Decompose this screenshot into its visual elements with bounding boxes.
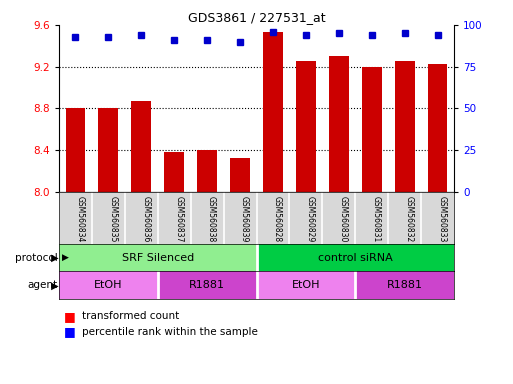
- Bar: [362, 67, 382, 192]
- Bar: [66, 108, 85, 192]
- Bar: [428, 64, 447, 192]
- Text: GSM560838: GSM560838: [207, 195, 216, 242]
- Text: GSM560834: GSM560834: [75, 195, 85, 242]
- Text: ▶: ▶: [48, 253, 58, 263]
- Bar: [164, 152, 184, 192]
- Text: percentile rank within the sample: percentile rank within the sample: [82, 327, 258, 337]
- Text: EtOH: EtOH: [291, 280, 320, 290]
- Bar: [59, 244, 256, 271]
- Text: R1881: R1881: [387, 280, 423, 290]
- Text: transformed count: transformed count: [82, 311, 180, 321]
- Text: GSM560837: GSM560837: [174, 195, 183, 242]
- Bar: [131, 101, 151, 192]
- Text: ■: ■: [64, 325, 76, 338]
- Bar: [59, 271, 158, 299]
- Text: GSM560828: GSM560828: [273, 195, 282, 242]
- Bar: [158, 271, 256, 299]
- Text: control siRNA: control siRNA: [318, 253, 392, 263]
- Text: GSM560836: GSM560836: [141, 195, 150, 242]
- Text: R1881: R1881: [189, 280, 225, 290]
- Bar: [256, 244, 454, 271]
- Text: GSM560829: GSM560829: [306, 195, 315, 242]
- Text: GSM560832: GSM560832: [405, 195, 413, 242]
- Text: GSM560839: GSM560839: [240, 195, 249, 242]
- Text: ▶: ▶: [48, 280, 58, 290]
- Text: EtOH: EtOH: [94, 280, 123, 290]
- Text: GSM560830: GSM560830: [339, 195, 348, 242]
- Bar: [256, 271, 355, 299]
- Bar: [263, 32, 283, 192]
- Text: GSM560831: GSM560831: [372, 195, 381, 242]
- Bar: [329, 56, 349, 192]
- Text: protocol: protocol: [15, 253, 57, 263]
- Text: ■: ■: [64, 310, 76, 323]
- Bar: [197, 150, 217, 192]
- Text: GSM560833: GSM560833: [438, 195, 446, 242]
- Bar: [230, 157, 250, 192]
- Text: SRF Silenced: SRF Silenced: [122, 253, 194, 263]
- Bar: [296, 61, 315, 192]
- Bar: [98, 108, 118, 192]
- Text: GSM560835: GSM560835: [108, 195, 117, 242]
- Bar: [394, 61, 415, 192]
- Text: ▶: ▶: [62, 253, 68, 262]
- Text: agent: agent: [27, 280, 57, 290]
- Bar: [355, 271, 454, 299]
- Text: GDS3861 / 227531_at: GDS3861 / 227531_at: [188, 12, 325, 25]
